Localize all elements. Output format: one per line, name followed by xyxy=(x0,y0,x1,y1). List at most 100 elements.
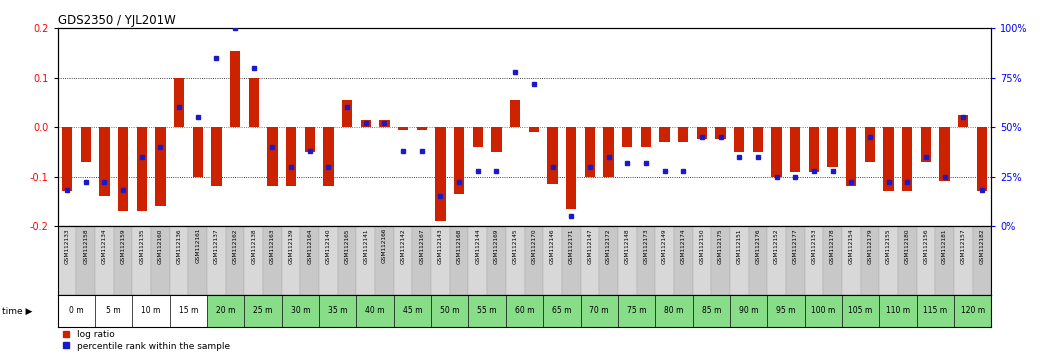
Text: 110 m: 110 m xyxy=(886,307,909,315)
Bar xyxy=(917,226,936,295)
Bar xyxy=(823,226,842,295)
Bar xyxy=(113,226,132,295)
Text: 80 m: 80 m xyxy=(664,307,684,315)
Text: 0 m: 0 m xyxy=(69,307,84,315)
Bar xyxy=(357,226,376,295)
Text: GSM112179: GSM112179 xyxy=(868,228,873,264)
Bar xyxy=(300,226,319,295)
Text: 70 m: 70 m xyxy=(590,307,608,315)
Text: GSM112164: GSM112164 xyxy=(307,228,313,263)
Bar xyxy=(286,127,296,187)
Bar xyxy=(842,226,860,295)
Bar xyxy=(319,295,357,327)
Bar xyxy=(864,127,875,162)
Text: GSM112149: GSM112149 xyxy=(662,228,667,264)
Bar xyxy=(361,120,371,127)
Bar xyxy=(673,226,692,295)
Bar xyxy=(174,78,185,127)
Text: GDS2350 / YJL201W: GDS2350 / YJL201W xyxy=(58,14,175,27)
Text: 10 m: 10 m xyxy=(142,307,160,315)
Text: 30 m: 30 m xyxy=(291,307,311,315)
Text: time ▶: time ▶ xyxy=(2,307,33,315)
Bar xyxy=(58,295,95,327)
Bar xyxy=(618,226,637,295)
Text: 75 m: 75 m xyxy=(627,307,646,315)
Bar xyxy=(454,127,465,194)
Bar xyxy=(524,226,543,295)
Bar xyxy=(338,226,357,295)
Text: 5 m: 5 m xyxy=(106,307,121,315)
Bar xyxy=(958,115,968,127)
Bar xyxy=(678,127,688,142)
Text: GSM112177: GSM112177 xyxy=(793,228,797,264)
Bar xyxy=(641,127,651,147)
Bar xyxy=(58,226,77,295)
Bar xyxy=(883,127,894,192)
Bar xyxy=(211,127,221,187)
Text: GSM112159: GSM112159 xyxy=(121,228,126,264)
Text: 35 m: 35 m xyxy=(328,307,347,315)
Text: GSM112138: GSM112138 xyxy=(252,228,256,264)
Bar xyxy=(715,127,726,139)
Bar xyxy=(692,295,730,327)
Bar xyxy=(847,127,856,187)
Text: 85 m: 85 m xyxy=(702,307,721,315)
Bar xyxy=(263,226,282,295)
Bar xyxy=(529,127,539,132)
Bar xyxy=(566,127,576,209)
Bar xyxy=(207,295,244,327)
Bar xyxy=(506,295,543,327)
Bar xyxy=(584,127,595,177)
Text: GSM112163: GSM112163 xyxy=(270,228,275,263)
Bar xyxy=(491,127,501,152)
Bar xyxy=(398,127,408,130)
Text: GSM112160: GSM112160 xyxy=(158,228,163,263)
Bar xyxy=(323,127,334,187)
Text: GSM112140: GSM112140 xyxy=(326,228,330,264)
Bar xyxy=(809,127,819,172)
Text: GSM112165: GSM112165 xyxy=(345,228,349,263)
Text: GSM112169: GSM112169 xyxy=(494,228,499,263)
Text: 15 m: 15 m xyxy=(178,307,198,315)
Bar xyxy=(548,127,558,184)
Text: GSM112158: GSM112158 xyxy=(83,228,88,264)
Bar xyxy=(62,127,72,192)
Bar xyxy=(660,127,669,142)
Text: GSM112147: GSM112147 xyxy=(587,228,593,264)
Bar xyxy=(469,295,506,327)
Bar xyxy=(100,127,109,196)
Bar xyxy=(319,226,338,295)
Text: GSM112153: GSM112153 xyxy=(812,228,816,264)
Text: 120 m: 120 m xyxy=(961,307,985,315)
Bar xyxy=(431,295,469,327)
Bar xyxy=(304,127,315,152)
Bar xyxy=(902,127,913,192)
Text: GSM112139: GSM112139 xyxy=(288,228,294,264)
Text: 115 m: 115 m xyxy=(923,307,947,315)
Bar xyxy=(282,226,300,295)
Text: GSM112145: GSM112145 xyxy=(513,228,517,264)
Bar xyxy=(954,226,972,295)
Text: 105 m: 105 m xyxy=(849,307,873,315)
Text: GSM112133: GSM112133 xyxy=(65,228,69,264)
Bar xyxy=(376,226,393,295)
Bar xyxy=(207,226,226,295)
Bar xyxy=(805,295,842,327)
Bar xyxy=(155,127,166,206)
Text: GSM112167: GSM112167 xyxy=(420,228,424,263)
Bar xyxy=(599,226,618,295)
Bar xyxy=(771,127,782,177)
Text: GSM112168: GSM112168 xyxy=(456,228,462,263)
Text: GSM112175: GSM112175 xyxy=(719,228,723,264)
Bar xyxy=(753,127,763,152)
Bar xyxy=(506,226,524,295)
Text: GSM112170: GSM112170 xyxy=(532,228,536,264)
Text: GSM112156: GSM112156 xyxy=(923,228,928,263)
Bar xyxy=(805,226,823,295)
Text: GSM112141: GSM112141 xyxy=(363,228,368,263)
Text: GSM112161: GSM112161 xyxy=(195,228,200,263)
Bar xyxy=(170,295,207,327)
Text: GSM112155: GSM112155 xyxy=(886,228,891,264)
Text: GSM112172: GSM112172 xyxy=(606,228,611,264)
Bar xyxy=(656,295,692,327)
